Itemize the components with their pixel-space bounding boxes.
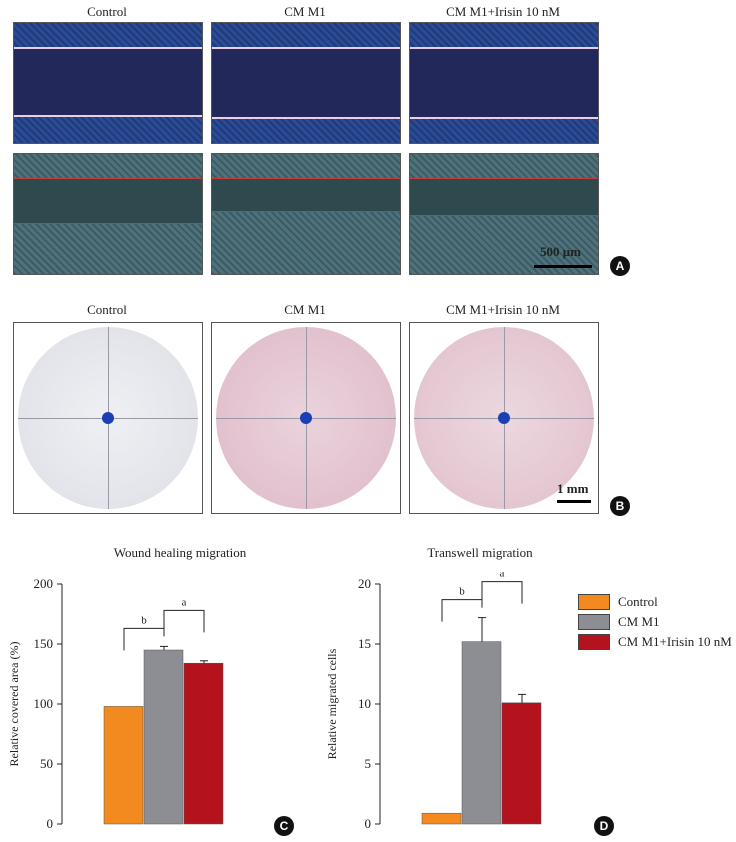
y-tick-label: 100: [34, 696, 54, 711]
y-tick-label: 0: [47, 816, 54, 831]
panel-badge-d: D: [594, 816, 614, 836]
legend-swatch-irisin: [578, 634, 610, 650]
significance-label: b: [459, 586, 465, 598]
panel-b-title-control: Control: [87, 302, 127, 317]
membrane-marker: [300, 412, 312, 424]
legend-item-control: Control: [578, 592, 732, 612]
y-tick-label: 0: [365, 816, 372, 831]
legend-item-cm-m1: CM M1: [578, 612, 732, 632]
y-tick-label: 200: [34, 576, 54, 591]
membrane-marker: [102, 412, 114, 424]
scalebar-b-label: 1 mm: [557, 481, 589, 496]
panel-badge-a: A: [610, 256, 630, 276]
y-tick-label: 150: [34, 636, 54, 651]
bar: [501, 702, 542, 825]
legend-swatch-control: [578, 594, 610, 610]
y-tick-label: 5: [365, 756, 372, 771]
chart-d: 0 5 10 15 20 Relative migrated cells b a: [325, 572, 542, 831]
bar: [143, 649, 184, 825]
panel-badge-b: B: [610, 496, 630, 516]
panel-a-title-irisin: CM M1+Irisin 10 nM: [446, 4, 560, 19]
panel-a-title-control: Control: [87, 4, 127, 19]
legend-swatch-cm-m1: [578, 614, 610, 630]
membrane-marker: [498, 412, 510, 424]
panel-badge-c: C: [274, 816, 294, 836]
transwell-image-control: [13, 322, 203, 514]
scalebar-a-label: 500 μm: [540, 244, 581, 259]
significance-bracket: [481, 581, 523, 604]
transwell-image-cm-m1: [211, 322, 401, 514]
legend-item-irisin: CM M1+Irisin 10 nM: [578, 632, 732, 652]
chart-c: 0 50 100 150 200 Relative covered area (%) b a: [7, 576, 224, 831]
significance-label: a: [182, 596, 187, 608]
transwell-image-irisin: [409, 322, 599, 514]
panel-b-title-cm-m1: CM M1: [284, 302, 326, 317]
y-axis-label: Relative covered area (%): [7, 642, 21, 767]
chart-d-title: Transwell migration: [427, 545, 533, 560]
scalebar-b: [557, 500, 591, 503]
micrograph-a-bottom-control: [13, 153, 203, 275]
y-tick-label: 10: [358, 696, 371, 711]
significance-label: a: [500, 572, 505, 580]
legend: Control CM M1 CM M1+Irisin 10 nM: [578, 592, 732, 652]
bar: [103, 706, 144, 825]
legend-label-cm-m1: CM M1: [618, 614, 660, 629]
y-tick-label: 20: [358, 576, 371, 591]
y-axis-label: Relative migrated cells: [325, 648, 339, 759]
panel-b-title-irisin: CM M1+Irisin 10 nM: [446, 302, 560, 317]
significance-bracket: [163, 609, 205, 633]
significance-bracket: [441, 599, 483, 622]
chart-c-title: Wound healing migration: [113, 545, 247, 560]
micrograph-a-bottom-cm-m1: [211, 153, 401, 275]
scalebar-a: [534, 265, 592, 268]
bar: [183, 662, 224, 825]
y-tick-label: 50: [40, 756, 53, 771]
bar: [421, 812, 462, 825]
significance-bracket: [123, 627, 165, 651]
panel-a-title-cm-m1: CM M1: [284, 4, 326, 19]
legend-label-control: Control: [618, 594, 658, 609]
micrograph-a-bottom-irisin: [409, 153, 599, 275]
micrograph-a-top-irisin: [409, 22, 599, 144]
bar: [461, 641, 502, 825]
legend-label-irisin: CM M1+Irisin 10 nM: [618, 634, 732, 649]
significance-label: b: [141, 614, 147, 626]
micrograph-a-top-cm-m1: [211, 22, 401, 144]
micrograph-a-top-control: [13, 22, 203, 144]
y-tick-label: 15: [358, 636, 371, 651]
